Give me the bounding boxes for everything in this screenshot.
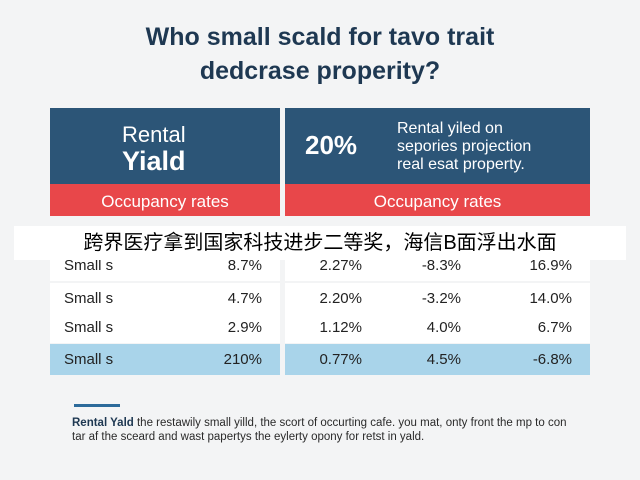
row-value-2: 2.20% xyxy=(319,290,362,307)
row-left-background xyxy=(50,283,280,314)
row-value-4: 14.0% xyxy=(529,290,572,307)
row-value-2: 1.12% xyxy=(319,319,362,336)
title-line-1: Who small scald for tavo trait xyxy=(145,23,495,51)
row-value-1: 210% xyxy=(223,351,262,368)
row-left-background xyxy=(50,312,280,343)
footnote-bold: Rental Yald xyxy=(72,417,134,429)
row-label: Small s xyxy=(64,351,114,368)
row-label: Small s xyxy=(64,257,114,274)
row-value-4: 16.9% xyxy=(529,257,572,274)
chart-title: Who small scald for tavo trait dedcrase … xyxy=(0,20,640,88)
left-header-panel: Rental Yiald xyxy=(50,108,280,184)
right-header-description: Rental yiled on sepories projection real… xyxy=(397,120,587,174)
row-right-background xyxy=(285,312,590,343)
row-value-3: -8.3% xyxy=(421,257,461,274)
left-header-line-1: Rental xyxy=(122,122,186,147)
row-label: Small s xyxy=(64,319,114,336)
title-line-2: dedcrase properity? xyxy=(199,57,441,85)
row-left-background xyxy=(50,344,280,375)
row-value-4: 6.7% xyxy=(537,319,572,336)
row-value-2: 0.77% xyxy=(319,351,362,368)
row-right-background xyxy=(285,344,590,375)
left-occupancy-band: Occupancy rates xyxy=(50,184,280,216)
footnote-text: the restawily small yilld, the scort of … xyxy=(72,417,567,443)
right-header-desc-3: real esat property. xyxy=(397,156,525,173)
footnote: Rental Yald the restawily small yilld, t… xyxy=(72,416,572,444)
overlay-caption: 跨界医疗拿到国家科技进步二等奖，海信B面浮出水面 xyxy=(14,226,626,260)
row-value-2: 2.27% xyxy=(319,257,362,274)
row-value-1: 8.7% xyxy=(227,257,262,274)
right-header-panel: 20% Rental yiled on sepories projection … xyxy=(285,108,590,184)
right-header-desc-1: Rental yiled on xyxy=(397,120,503,137)
row-value-3: 4.0% xyxy=(426,319,461,336)
row-value-4: -6.8% xyxy=(532,351,572,368)
left-header-line-2: Yiald xyxy=(122,146,186,176)
row-right-background xyxy=(285,283,590,314)
row-value-3: -3.2% xyxy=(421,290,461,307)
row-label: Small s xyxy=(64,290,114,307)
accent-divider xyxy=(74,404,120,407)
right-header-percent: 20% xyxy=(305,130,358,160)
right-header-desc-2: sepories projection xyxy=(397,138,532,155)
row-value-1: 2.9% xyxy=(227,319,262,336)
right-occupancy-band: Occupancy rates xyxy=(285,184,590,216)
row-value-1: 4.7% xyxy=(227,290,262,307)
row-value-3: 4.5% xyxy=(426,351,461,368)
